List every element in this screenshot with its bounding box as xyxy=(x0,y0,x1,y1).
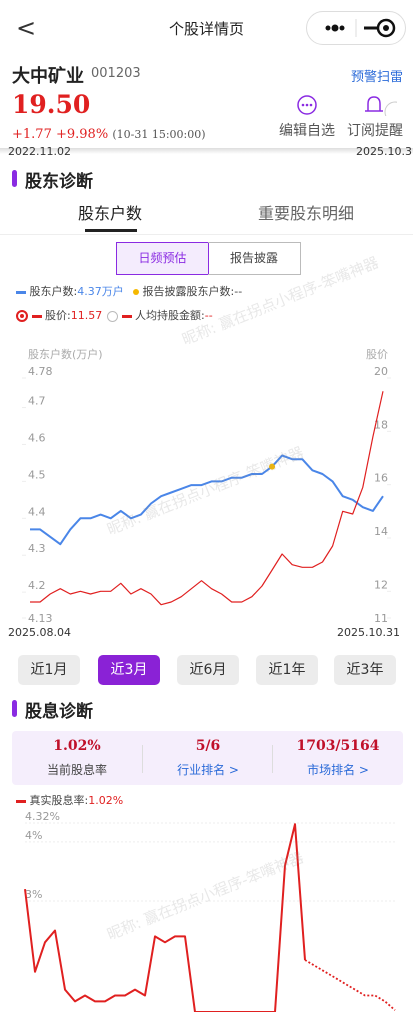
price: 19.50 xyxy=(12,90,91,119)
series-line xyxy=(304,959,396,1011)
page-title: 个股详情页 xyxy=(168,20,244,38)
change: +1.77 xyxy=(12,127,52,142)
y-tick-label: 4.6 xyxy=(28,431,46,444)
stock-code: 001203 xyxy=(91,66,141,81)
legend-item[interactable]: 股价:11.57 xyxy=(16,307,102,323)
legend-label: 报告披露股东户数: xyxy=(142,285,235,298)
subtab-active[interactable]: 日频预估 xyxy=(116,242,209,275)
y2-axis-title: 股价 xyxy=(366,348,388,361)
stat-value: 5/6 xyxy=(195,738,221,754)
range-button[interactable]: 近6月 xyxy=(177,655,239,685)
y-tick-label: 4% xyxy=(25,829,42,842)
legend-item[interactable]: 股东户数:4.37万户 xyxy=(16,283,124,299)
x-tick-label: 2025.10.31 xyxy=(337,626,400,639)
change-row: +1.77 +9.98% (10-31 15:00:00) xyxy=(12,127,206,142)
y2-tick-label: 11 xyxy=(374,612,388,625)
stat-value: 1.02% xyxy=(53,738,101,754)
series-line xyxy=(24,823,306,1012)
section-title: 股息诊断 xyxy=(25,702,93,722)
y-tick-label: 4.78 xyxy=(28,365,53,378)
report-point xyxy=(269,463,276,470)
legend-value: -- xyxy=(234,285,243,298)
stats-box xyxy=(12,731,403,785)
legend-value: 1.02% xyxy=(88,794,124,807)
y-axis-title: 股东户数(万户) xyxy=(28,347,103,361)
y-tick-label: 4.5 xyxy=(28,468,46,481)
alert-link[interactable]: 预警扫雷 xyxy=(350,70,403,85)
shadow xyxy=(0,148,413,154)
action-icons xyxy=(297,95,397,116)
back-button[interactable]: < xyxy=(16,14,37,42)
stat-label[interactable]: 行业排名 > xyxy=(177,763,239,777)
y2-tick-label: 16 xyxy=(374,472,388,485)
range-button[interactable]: 近1年 xyxy=(256,655,318,685)
tab-active[interactable]: 股东户数 xyxy=(78,204,143,223)
stat-value: 1703/5164 xyxy=(296,738,380,754)
stat-label: 当前股息率 xyxy=(46,763,107,777)
tab[interactable]: 重要股东明细 xyxy=(258,204,355,223)
y2-tick-label: 18 xyxy=(374,418,388,431)
y2-tick-label: 12 xyxy=(374,578,388,591)
y-tick-label: 3% xyxy=(25,888,42,901)
y-tick-label: 4.32% xyxy=(25,810,60,823)
y-tick-label: 4.3 xyxy=(28,542,46,555)
holders-chart: 股东户数(万户) 股价 4.78 4.7 4.6 4.5 4.4 4.3 4.2 4.13 20 18… xyxy=(8,347,400,639)
section-marker xyxy=(12,700,17,717)
behind-date: 2025.10.31 xyxy=(356,145,413,158)
series-line xyxy=(30,391,384,606)
legend-value: -- xyxy=(204,309,213,322)
divider xyxy=(0,234,413,235)
x-tick-label: 2025.08.04 xyxy=(8,626,71,639)
legend-value: 11.57 xyxy=(70,309,103,322)
y-tick-label: 4.13 xyxy=(28,612,53,625)
legend-label: 真实股息率: xyxy=(29,794,89,807)
legend-value: 4.37万户 xyxy=(77,285,124,298)
legend-item[interactable]: 人均持股金额:-- xyxy=(107,307,213,323)
legend-label: 股东户数: xyxy=(29,285,78,298)
legend-label: 人均持股金额: xyxy=(135,309,205,322)
y2-tick-label: 20 xyxy=(374,365,388,378)
edit-watchlist[interactable]: 编辑自选 xyxy=(279,123,335,139)
behind-date: 2022.11.02 xyxy=(8,145,71,158)
y-tick-label: 4.7 xyxy=(28,395,46,408)
section-title: 股东诊断 xyxy=(25,172,93,192)
legend-item[interactable]: 报告披露股东户数:-- xyxy=(133,283,242,299)
divider xyxy=(272,745,273,773)
quote-time: (10-31 15:00:00) xyxy=(112,128,206,141)
change-pct: +9.98% xyxy=(55,127,109,142)
range-button[interactable]: 近1月 xyxy=(18,655,80,685)
dividend-chart: 4.32% 4% 3% xyxy=(24,810,396,1012)
range-button-active[interactable]: 近3月 xyxy=(98,655,160,685)
subscribe-alert[interactable]: 订阅提醒 xyxy=(347,123,403,139)
section-marker xyxy=(12,170,17,187)
divider xyxy=(142,745,143,773)
legend-item[interactable]: 真实股息率:1.02% xyxy=(16,792,123,808)
stat-label[interactable]: 市场排名 > xyxy=(307,763,369,777)
subtab[interactable]: 报告披露 xyxy=(208,242,301,275)
y-tick-label: 4.2 xyxy=(28,579,46,592)
y2-tick-label: 14 xyxy=(374,525,388,538)
y-tick-label: 4.4 xyxy=(28,505,46,518)
tab-underline xyxy=(85,229,137,232)
legend-label: 股价: xyxy=(45,309,71,322)
stock-name: 大中矿业 xyxy=(12,66,84,87)
series-line xyxy=(30,454,384,546)
range-button[interactable]: 近3年 xyxy=(334,655,396,685)
capsule[interactable] xyxy=(306,11,406,45)
